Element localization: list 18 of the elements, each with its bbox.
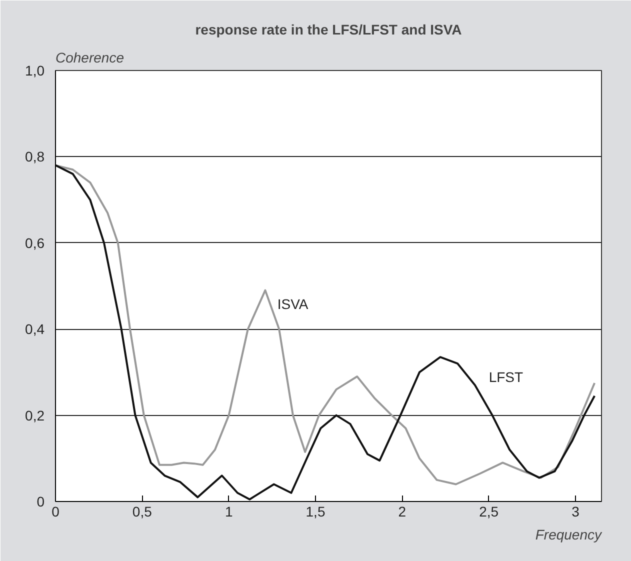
x-tick-label: 1 [224, 504, 233, 520]
chart-title: response rate in the LFS/LFST and ISVA [195, 22, 462, 38]
x-axis-title: Frequency [535, 526, 602, 542]
series-label: ISVA [277, 296, 309, 312]
series-label: LFST [488, 369, 524, 386]
y-axis-title: Coherence [56, 50, 124, 66]
y-tick-label: 1,0 [25, 62, 45, 78]
x-tick-label: 1,5 [306, 504, 326, 520]
y-tick-label: 0,4 [25, 321, 45, 338]
y-tick-label: 0,8 [25, 148, 45, 165]
y-tick-label: 0 [36, 494, 45, 510]
y-tick-label: 0,2 [25, 407, 45, 424]
x-tick-label: 0 [52, 504, 60, 520]
x-tick-label: 0,5 [132, 504, 152, 520]
x-tick-label: 2,5 [479, 504, 499, 520]
y-tick-label: 0,6 [25, 234, 45, 251]
x-tick-label: 3 [572, 504, 580, 520]
x-tick-label: 2 [398, 504, 406, 520]
